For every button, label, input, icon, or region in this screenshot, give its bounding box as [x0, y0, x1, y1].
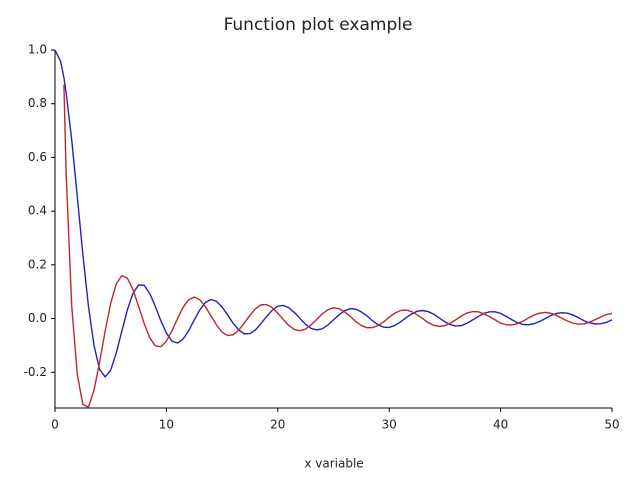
series-line: [55, 49, 613, 378]
x-tick-label: 20: [270, 418, 285, 432]
series-line: [63, 84, 613, 408]
y-tick-label: -0.2: [24, 365, 47, 379]
x-axis-label: x variable: [304, 457, 363, 471]
y-tick-label: 0.4: [28, 204, 47, 218]
y-tick-label: 0.6: [28, 150, 47, 164]
plot-area: [55, 49, 613, 408]
y-tick-label: 0.8: [28, 96, 47, 110]
chart-title: Function plot example: [224, 15, 413, 35]
y-tick-label: 0.2: [28, 257, 47, 271]
x-tick-label: 40: [493, 418, 508, 432]
x-tick-label: 30: [382, 418, 397, 432]
y-tick-label: 1.0: [28, 43, 47, 57]
x-tick-label: 0: [51, 418, 59, 432]
x-tick-label: 10: [159, 418, 174, 432]
y-tick-label: 0.0: [28, 311, 47, 325]
x-tick-label: 50: [604, 418, 619, 432]
